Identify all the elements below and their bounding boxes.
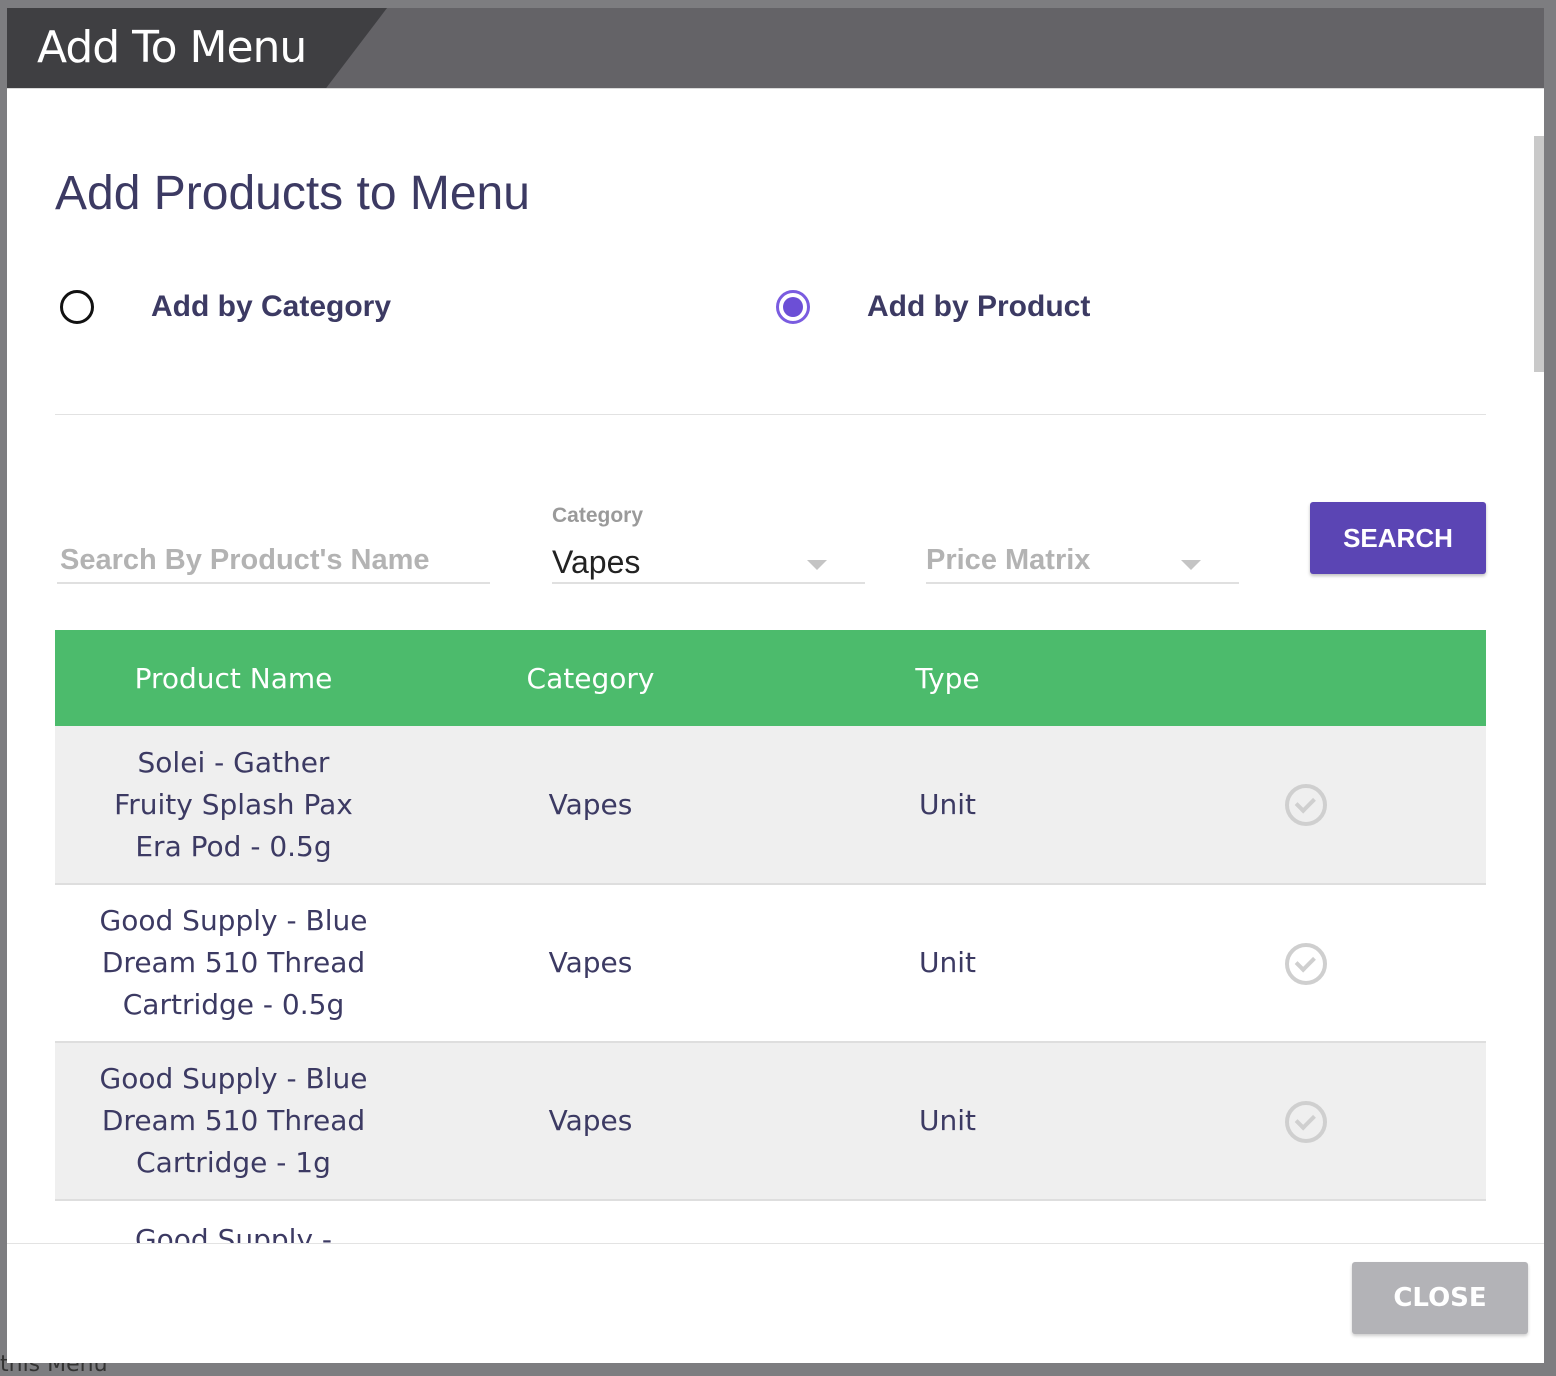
table-header-row: Product Name Category Type: [55, 630, 1486, 726]
products-table: Product Name Category Type Solei - Gathe…: [55, 630, 1486, 1243]
type-cell: Unit: [919, 1104, 976, 1137]
add-to-menu-modal: Add To Menu Add Products to Menu Add by …: [7, 8, 1544, 1363]
table-row: Good Supply - Blue Dream 510 Thread Cart…: [55, 884, 1486, 1042]
check-circle-icon[interactable]: [1285, 942, 1327, 985]
category-select[interactable]: Vapes: [552, 538, 865, 584]
table-row: Solei - Gather Fruity Splash Pax Era Pod…: [55, 726, 1486, 884]
category-cell: Vapes: [548, 1104, 633, 1137]
radio-add-by-category[interactable]: Add by Category: [60, 286, 391, 328]
radio-add-by-product[interactable]: Add by Product: [776, 286, 1090, 328]
type-cell: Unit: [919, 787, 976, 821]
radio-selected-icon[interactable]: [776, 290, 810, 324]
product-name-cell: Good Supply - Blue Dream 510 Thread Cart…: [99, 1062, 368, 1179]
section-divider: [55, 414, 1486, 415]
category-field-label: Category: [552, 504, 644, 527]
product-name-cell: Good Supply -: [134, 1223, 333, 1243]
radio-circle-icon[interactable]: [60, 290, 94, 324]
type-cell: [769, 1200, 1126, 1243]
radio-label-add-by-category: Add by Category: [151, 290, 392, 323]
category-select-value: Vapes: [552, 544, 641, 580]
product-name-search-input[interactable]: [57, 538, 493, 582]
category-cell: Vapes: [548, 787, 633, 821]
action-cell: [1126, 884, 1486, 1042]
products-table-container[interactable]: Product Name Category Type Solei - Gathe…: [55, 630, 1486, 1243]
product-name-cell: Good Supply - Blue Dream 510 Thread Cart…: [99, 904, 368, 1021]
column-header-category[interactable]: Category: [526, 661, 655, 695]
category-cell: Vapes: [548, 946, 633, 979]
action-cell: [1126, 726, 1486, 884]
column-header-type[interactable]: Type: [915, 661, 980, 695]
check-circle-icon[interactable]: [1285, 784, 1327, 826]
chevron-down-icon: [1181, 560, 1201, 570]
modal-footer: CLOSE: [7, 1243, 1544, 1363]
modal-title: Add To Menu: [37, 22, 307, 73]
chevron-down-icon: [807, 560, 827, 570]
column-header-action: [1126, 630, 1486, 726]
table-row: Good Supply - Blue Dream 510 Thread Cart…: [55, 1042, 1486, 1200]
modal-header: Add To Menu: [7, 8, 1544, 89]
action-cell: [1126, 1200, 1486, 1243]
close-button[interactable]: CLOSE: [1352, 1262, 1528, 1334]
column-header-product-name[interactable]: Product Name: [134, 661, 333, 695]
page-title: Add Products to Menu: [55, 167, 530, 220]
action-cell: [1126, 1042, 1486, 1200]
price-matrix-select[interactable]: Price Matrix: [926, 538, 1239, 584]
product-name-cell: Solei - Gather Fruity Splash Pax Era Pod…: [114, 745, 353, 863]
header-tab: [7, 8, 387, 88]
category-cell: [412, 1200, 769, 1243]
search-button[interactable]: SEARCH: [1310, 502, 1486, 574]
scrollbar-thumb[interactable]: [1534, 136, 1544, 372]
product-name-search-field: [57, 538, 493, 584]
table-row: Good Supply -: [55, 1200, 1486, 1243]
price-matrix-placeholder: Price Matrix: [926, 544, 1091, 576]
type-cell: Unit: [919, 946, 976, 979]
radio-label-add-by-product: Add by Product: [867, 290, 1091, 323]
check-circle-icon[interactable]: [1285, 1100, 1327, 1143]
